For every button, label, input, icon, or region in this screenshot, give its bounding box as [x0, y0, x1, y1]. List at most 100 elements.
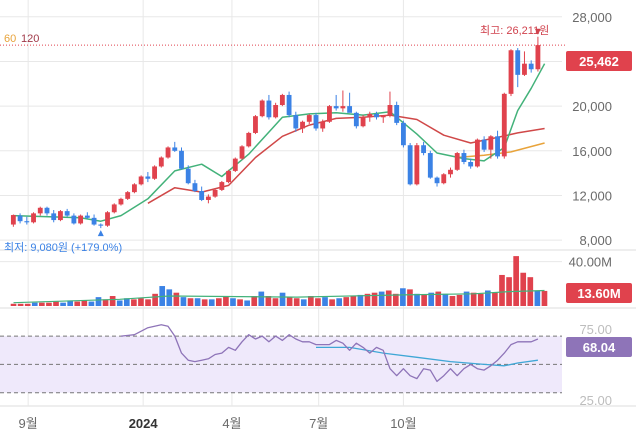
volume-bar-34: [251, 296, 258, 306]
volume-bar-35: [258, 291, 265, 306]
volume-bar-43: [315, 298, 321, 306]
candle-43: [300, 120, 305, 133]
candle-body-44: [306, 115, 312, 122]
candle-10: [78, 214, 84, 225]
candle-76: [522, 51, 527, 76]
candle-12: [91, 214, 97, 226]
ma-mid-line: [147, 114, 545, 204]
current-rsi-tag: 68.04: [566, 337, 632, 357]
candle-31: [219, 180, 225, 192]
candle-body-5: [44, 207, 50, 214]
candle-body-8: [64, 211, 70, 216]
candle-48: [333, 94, 339, 111]
candle-53: [367, 111, 373, 122]
volume-ma-line: [13, 289, 545, 304]
x-tick-label-2: 4월: [222, 416, 241, 431]
volume-bar-37: [272, 298, 279, 306]
volume-bar-4: [39, 302, 45, 306]
low-price-label: 최저: 9,080원 (+179.0%): [4, 241, 122, 254]
candle-body-12: [91, 217, 97, 225]
candle-78: [535, 36, 541, 72]
candle-60: [414, 142, 420, 186]
volume-bar-13: [102, 299, 109, 306]
candle-body-50: [347, 106, 353, 113]
candle-16: [118, 197, 124, 206]
candle-25: [179, 147, 184, 170]
price-tick-label-4: 12,000: [572, 188, 612, 203]
volume-bar-56: [407, 289, 413, 306]
candle-71: [488, 135, 494, 159]
candle-body-58: [400, 122, 406, 146]
current-rsi-value: 68.04: [583, 340, 616, 355]
volume-bar-73: [527, 277, 534, 306]
candle-57: [394, 101, 400, 126]
candle-body-13: [98, 224, 104, 226]
volume-bar-26: [194, 298, 201, 306]
candle-20: [145, 172, 151, 183]
candle-body-65: [448, 169, 453, 175]
candle-body-15: [111, 204, 117, 213]
candle-17: [125, 191, 131, 200]
candle-body-11: [84, 215, 90, 218]
candle-body-51: [353, 112, 359, 127]
candle-body-66: [454, 153, 460, 170]
candle-4: [37, 206, 43, 216]
candle-54: [374, 111, 379, 120]
candle-body-19: [138, 176, 144, 185]
candle-34: [239, 145, 245, 160]
volume-bar-68: [492, 292, 498, 306]
candle-55: [380, 115, 386, 123]
candle-body-71: [488, 136, 494, 150]
current-price-tag: 25,462: [566, 51, 632, 71]
candle-body-70: [481, 139, 487, 150]
candle-body-73: [501, 93, 507, 157]
candle-73: [501, 92, 507, 159]
volume-bar-71: [513, 256, 519, 306]
candle-45: [313, 112, 319, 131]
volume-bar-29: [215, 298, 222, 306]
rsi-line: [120, 324, 539, 383]
volume-bar-22: [166, 289, 173, 306]
candle-body-33: [232, 158, 238, 171]
x-tick-label-4: 10월: [390, 416, 416, 431]
volume-bar-2: [24, 303, 31, 306]
candle-body-68: [468, 161, 474, 167]
volume-bar-14: [109, 296, 116, 306]
candle-72: [495, 130, 500, 159]
candle-body-62: [427, 153, 433, 178]
volume-bar-40: [293, 298, 300, 306]
volume-bar-46: [336, 298, 343, 306]
candle-69: [474, 138, 480, 168]
candle-65: [448, 167, 453, 178]
volume-bar-58: [421, 294, 427, 306]
volume-bar-39: [286, 297, 293, 306]
candle-51: [353, 111, 359, 129]
volume-bar-51: [371, 292, 378, 306]
candle-39: [273, 102, 279, 119]
candle-body-40: [279, 94, 285, 106]
volume-bar-44: [322, 297, 328, 306]
candle-body-53: [367, 113, 373, 118]
volume-bar-74: [534, 290, 541, 306]
candle-body-39: [273, 105, 279, 118]
candle-body-2: [24, 221, 30, 223]
candle-70: [481, 136, 487, 152]
candle-1: [17, 213, 23, 224]
candle-61: [421, 141, 427, 156]
volume-bar-17: [131, 299, 137, 306]
candle-3: [31, 212, 36, 224]
candle-75: [515, 48, 521, 88]
candle-62: [427, 150, 433, 179]
candle-40: [279, 93, 285, 107]
candle-body-25: [179, 150, 184, 169]
rsi-tick-label-0: 75.00: [579, 322, 612, 337]
volume-bar-64: [463, 291, 470, 306]
volume-bar-61: [442, 293, 449, 306]
volume-bar-66: [477, 293, 484, 306]
candle-body-57: [394, 105, 400, 123]
candle-body-30: [212, 189, 218, 197]
candle-49: [340, 90, 346, 112]
candle-15: [111, 203, 117, 214]
candle-35: [246, 131, 252, 148]
legend-ma-60-label: 60: [4, 33, 16, 45]
